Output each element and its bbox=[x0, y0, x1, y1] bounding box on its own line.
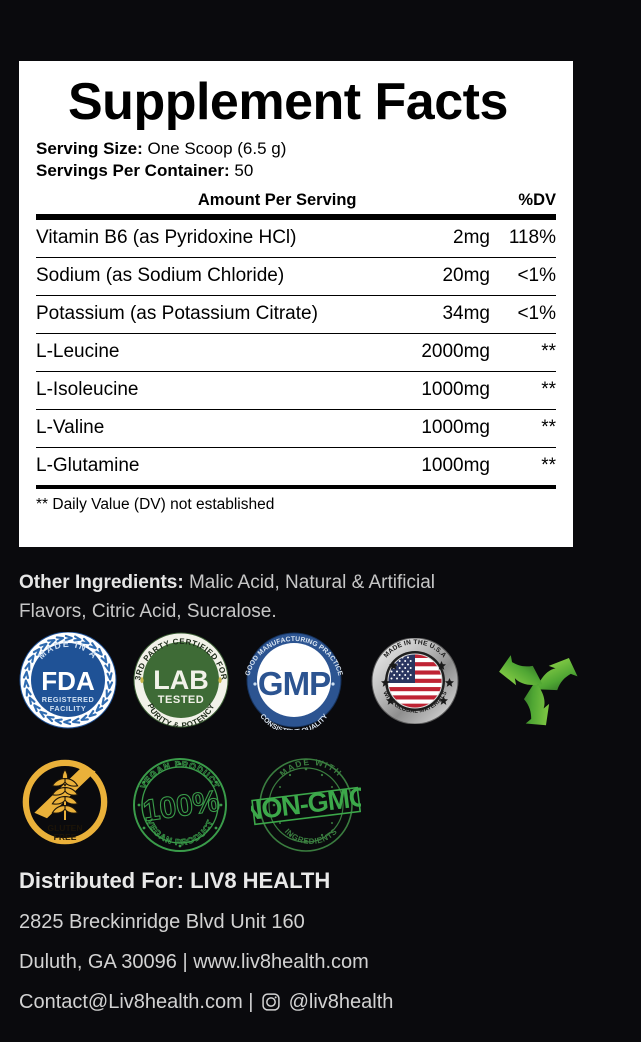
svg-text:LAB: LAB bbox=[153, 665, 209, 695]
svg-text:FDA: FDA bbox=[41, 666, 95, 696]
svg-text:MADE WITH: MADE WITH bbox=[278, 757, 345, 779]
svg-text:FREE: FREE bbox=[54, 832, 77, 842]
svg-text:FACILITY: FACILITY bbox=[50, 704, 86, 713]
svg-text:NON-GMO: NON-GMO bbox=[251, 781, 361, 826]
svg-text:GMP: GMP bbox=[258, 665, 330, 702]
svg-text:REGISTERED: REGISTERED bbox=[42, 695, 94, 704]
svg-text:TESTED: TESTED bbox=[158, 694, 204, 706]
